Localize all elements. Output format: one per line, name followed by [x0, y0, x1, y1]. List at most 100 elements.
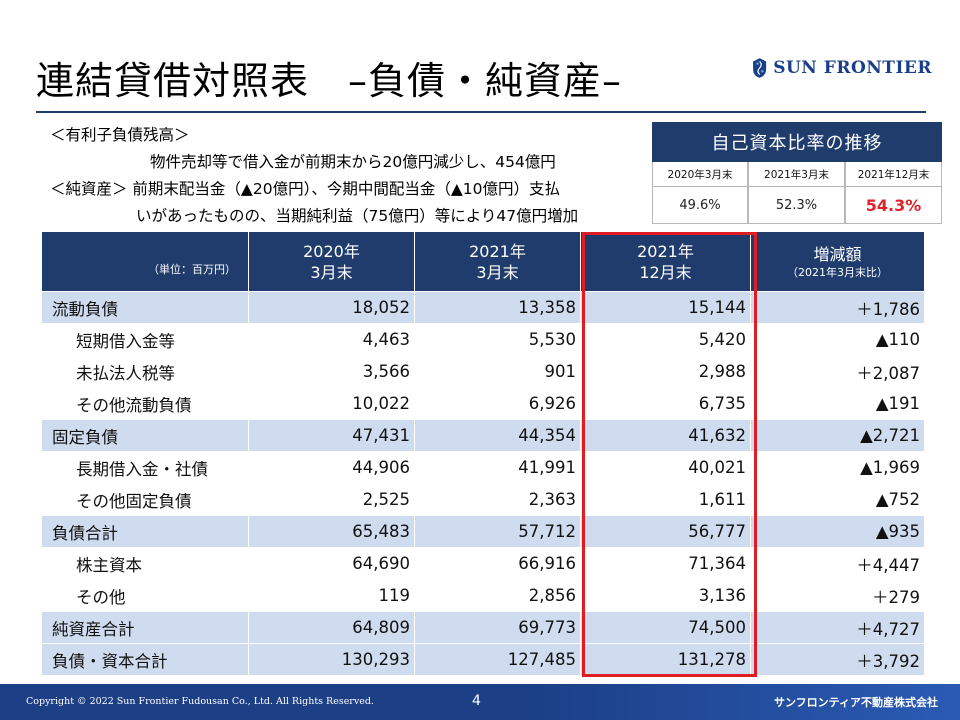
- col-header-line: 3月末: [310, 262, 353, 282]
- cell-change: ＋1,786: [750, 291, 924, 323]
- equity-ratio-header: 自己資本比率の推移: [652, 122, 942, 162]
- equity-ratio-table: 自己資本比率の推移 2020年3月末 2021年3月末 2021年12月末 49…: [652, 122, 942, 224]
- footer-bar: Copyright © 2022 Sun Frontier Fudousan C…: [0, 684, 960, 720]
- table-row: 負債・資本合計 130,293 127,485 131,278 ＋3,792: [42, 643, 924, 675]
- note-line: ＜有利子負債残高＞: [50, 126, 190, 144]
- row-label: 負債・資本合計: [42, 643, 248, 675]
- cell-change: ▲2,721: [750, 419, 924, 451]
- table-row: その他流動負債 10,022 6,926 6,735 ▲191: [42, 387, 924, 419]
- table-row: 純資産合計 64,809 69,773 74,500 ＋4,727: [42, 611, 924, 643]
- cell-value: 901: [414, 355, 580, 387]
- note-line: ＜純資産＞ 前期末配当金（▲20億円）、今期中間配当金（▲10億円）支払: [50, 180, 560, 198]
- cell-value: 56,777: [580, 515, 750, 547]
- cell-value: 47,431: [248, 419, 414, 451]
- cell-value: 10,022: [248, 387, 414, 419]
- cell-change: ＋4,727: [750, 611, 924, 643]
- cell-change: ▲935: [750, 515, 924, 547]
- cell-change: ▲191: [750, 387, 924, 419]
- table-row: 負債合計 65,483 57,712 56,777 ▲935: [42, 515, 924, 547]
- cell-value: 119: [248, 579, 414, 611]
- cell-value: 40,021: [580, 451, 750, 483]
- cell-value: 71,364: [580, 547, 750, 579]
- row-label: その他流動負債: [42, 387, 248, 419]
- cell-change: ＋2,087: [750, 355, 924, 387]
- sun-frontier-logo-icon: [753, 58, 767, 78]
- balance-sheet-table: （単位：百万円） 2020年 3月末 2021年 3月末 2021年 12月末 …: [42, 232, 924, 675]
- cell-value: 3,136: [580, 579, 750, 611]
- ratio-label: 2020年3月末: [652, 162, 748, 187]
- unit-label: （単位：百万円）: [148, 263, 236, 276]
- col-header-line: 2021年: [637, 241, 694, 261]
- table-row: 長期借入金・社債 44,906 41,991 40,021 ▲1,969: [42, 451, 924, 483]
- title-divider: [36, 111, 926, 113]
- ratio-value: 52.3%: [748, 187, 845, 224]
- table-row: 株主資本 64,690 66,916 71,364 ＋4,447: [42, 547, 924, 579]
- cell-value: 5,530: [414, 323, 580, 355]
- table-header: （単位：百万円） 2020年 3月末 2021年 3月末 2021年 12月末 …: [42, 232, 924, 291]
- cell-change: ＋4,447: [750, 547, 924, 579]
- company-name: サンフロンティア不動産株式会社: [773, 696, 938, 709]
- row-label: 負債合計: [42, 515, 248, 547]
- cell-value: 18,052: [248, 291, 414, 323]
- cell-value: 6,926: [414, 387, 580, 419]
- row-label: 未払法人税等: [42, 355, 248, 387]
- cell-change: ▲110: [750, 323, 924, 355]
- ratio-label: 2021年12月末: [845, 162, 942, 187]
- col-header-line: 2021年: [469, 241, 526, 261]
- cell-value: 3,566: [248, 355, 414, 387]
- company-logo: SUN FRONTIER: [752, 46, 932, 90]
- row-label: 短期借入金等: [42, 323, 248, 355]
- row-label: その他固定負債: [42, 483, 248, 515]
- note-line: 物件売却等で借入金が前期末から20億円減少し、454億円: [150, 153, 556, 171]
- row-label: 株主資本: [42, 547, 248, 579]
- cell-value: 2,525: [248, 483, 414, 515]
- col-header-line: 増減額: [813, 244, 862, 264]
- col-header-2020-mar: 2020年 3月末: [248, 232, 414, 291]
- row-label: 純資産合計: [42, 611, 248, 643]
- cell-change: ▲1,969: [750, 451, 924, 483]
- row-label: その他: [42, 579, 248, 611]
- col-header-2021-dec: 2021年 12月末: [580, 232, 750, 291]
- cell-value: 66,916: [414, 547, 580, 579]
- cell-value: 64,809: [248, 611, 414, 643]
- cell-value: 44,354: [414, 419, 580, 451]
- cell-value: 74,500: [580, 611, 750, 643]
- cell-value: 131,278: [580, 643, 750, 675]
- row-label: 長期借入金・社債: [42, 451, 248, 483]
- cell-value: 2,363: [414, 483, 580, 515]
- note-line: いがあったものの、当期純利益（75億円）等により47億円増加: [136, 207, 579, 225]
- cell-value: 41,991: [414, 451, 580, 483]
- cell-value: 41,632: [580, 419, 750, 451]
- cell-value: 13,358: [414, 291, 580, 323]
- table-row: 未払法人税等 3,566 901 2,988 ＋2,087: [42, 355, 924, 387]
- ratio-value-highlight: 54.3%: [845, 187, 942, 224]
- cell-value: 4,463: [248, 323, 414, 355]
- cell-value: 57,712: [414, 515, 580, 547]
- cell-value: 44,906: [248, 451, 414, 483]
- table-row: 短期借入金等 4,463 5,530 5,420 ▲110: [42, 323, 924, 355]
- cell-value: 6,735: [580, 387, 750, 419]
- cell-change: ＋3,792: [750, 643, 924, 675]
- cell-value: 5,420: [580, 323, 750, 355]
- table-row: その他固定負債 2,525 2,363 1,611 ▲752: [42, 483, 924, 515]
- cell-value: 64,690: [248, 547, 414, 579]
- cell-value: 2,856: [414, 579, 580, 611]
- col-header-2021-mar: 2021年 3月末: [414, 232, 580, 291]
- col-header-line: 2020年: [303, 241, 360, 261]
- col-header-line: 3月末: [476, 262, 519, 282]
- table-row: 固定負債 47,431 44,354 41,632 ▲2,721: [42, 419, 924, 451]
- col-header-subline: （2021年3月末比）: [787, 265, 888, 279]
- logo-text: SUN FRONTIER: [773, 58, 932, 78]
- page-title: 連結貸借対照表 –負債・純資産–: [36, 59, 623, 103]
- cell-value: 69,773: [414, 611, 580, 643]
- ratio-value: 49.6%: [652, 187, 748, 224]
- copyright-text: Copyright © 2022 Sun Frontier Fudousan C…: [26, 696, 374, 707]
- commentary: ＜有利子負債残高＞ 物件売却等で借入金が前期末から20億円減少し、454億円 ＜…: [50, 122, 650, 230]
- cell-value: 127,485: [414, 643, 580, 675]
- page-number: 4: [472, 693, 481, 709]
- ratio-label: 2021年3月末: [748, 162, 845, 187]
- table-row: 流動負債 18,052 13,358 15,144 ＋1,786: [42, 291, 924, 323]
- table-row: その他 119 2,856 3,136 ＋279: [42, 579, 924, 611]
- row-label: 固定負債: [42, 419, 248, 451]
- col-header-line: 12月末: [639, 262, 692, 282]
